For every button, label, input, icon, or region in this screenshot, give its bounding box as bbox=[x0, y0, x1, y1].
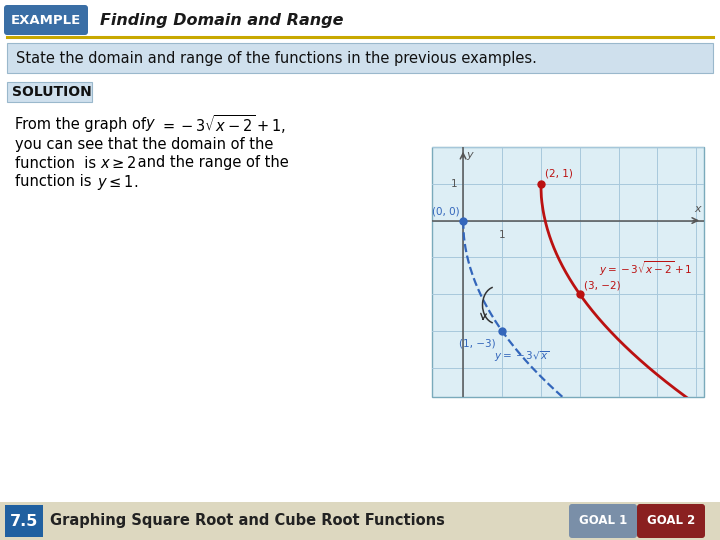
FancyBboxPatch shape bbox=[7, 82, 92, 102]
Text: (0, 0): (0, 0) bbox=[432, 206, 460, 216]
Text: (3, −2): (3, −2) bbox=[583, 280, 620, 291]
Text: $y = -3\sqrt{x-2}+1$: $y = -3\sqrt{x-2}+1$ bbox=[599, 259, 693, 278]
Text: y: y bbox=[466, 150, 473, 160]
FancyBboxPatch shape bbox=[0, 502, 720, 540]
Text: x: x bbox=[695, 204, 701, 214]
Text: GOAL 2: GOAL 2 bbox=[647, 515, 695, 528]
FancyBboxPatch shape bbox=[637, 504, 705, 538]
Text: you can see that the domain of the: you can see that the domain of the bbox=[15, 137, 274, 152]
Text: (1, −3): (1, −3) bbox=[459, 338, 496, 348]
Text: $y \leq 1.$: $y \leq 1.$ bbox=[97, 172, 138, 192]
Text: 1: 1 bbox=[451, 179, 457, 189]
Text: function is: function is bbox=[15, 174, 96, 190]
Text: and the range of the: and the range of the bbox=[133, 156, 289, 171]
Text: $y$: $y$ bbox=[145, 117, 156, 133]
Text: 7.5: 7.5 bbox=[10, 514, 38, 529]
FancyBboxPatch shape bbox=[4, 5, 88, 35]
Text: From the graph of: From the graph of bbox=[15, 118, 150, 132]
Text: Graphing Square Root and Cube Root Functions: Graphing Square Root and Cube Root Funct… bbox=[50, 514, 445, 529]
FancyBboxPatch shape bbox=[7, 43, 713, 73]
Text: $x \geq 2$: $x \geq 2$ bbox=[100, 155, 137, 171]
Text: Finding Domain and Range: Finding Domain and Range bbox=[100, 12, 343, 28]
Text: function  is: function is bbox=[15, 156, 101, 171]
Text: $y = -3\sqrt{x}$: $y = -3\sqrt{x}$ bbox=[494, 349, 550, 364]
FancyBboxPatch shape bbox=[569, 504, 637, 538]
FancyBboxPatch shape bbox=[5, 505, 43, 537]
Text: (2, 1): (2, 1) bbox=[545, 168, 572, 178]
Text: GOAL 1: GOAL 1 bbox=[579, 515, 627, 528]
Text: EXAMPLE: EXAMPLE bbox=[11, 14, 81, 26]
Text: State the domain and range of the functions in the previous examples.: State the domain and range of the functi… bbox=[16, 51, 537, 65]
FancyBboxPatch shape bbox=[432, 147, 704, 397]
Text: $= -3\sqrt{x-2}+1,$: $= -3\sqrt{x-2}+1,$ bbox=[155, 113, 286, 137]
Text: SOLUTION: SOLUTION bbox=[12, 85, 91, 99]
Text: 1: 1 bbox=[499, 230, 505, 240]
